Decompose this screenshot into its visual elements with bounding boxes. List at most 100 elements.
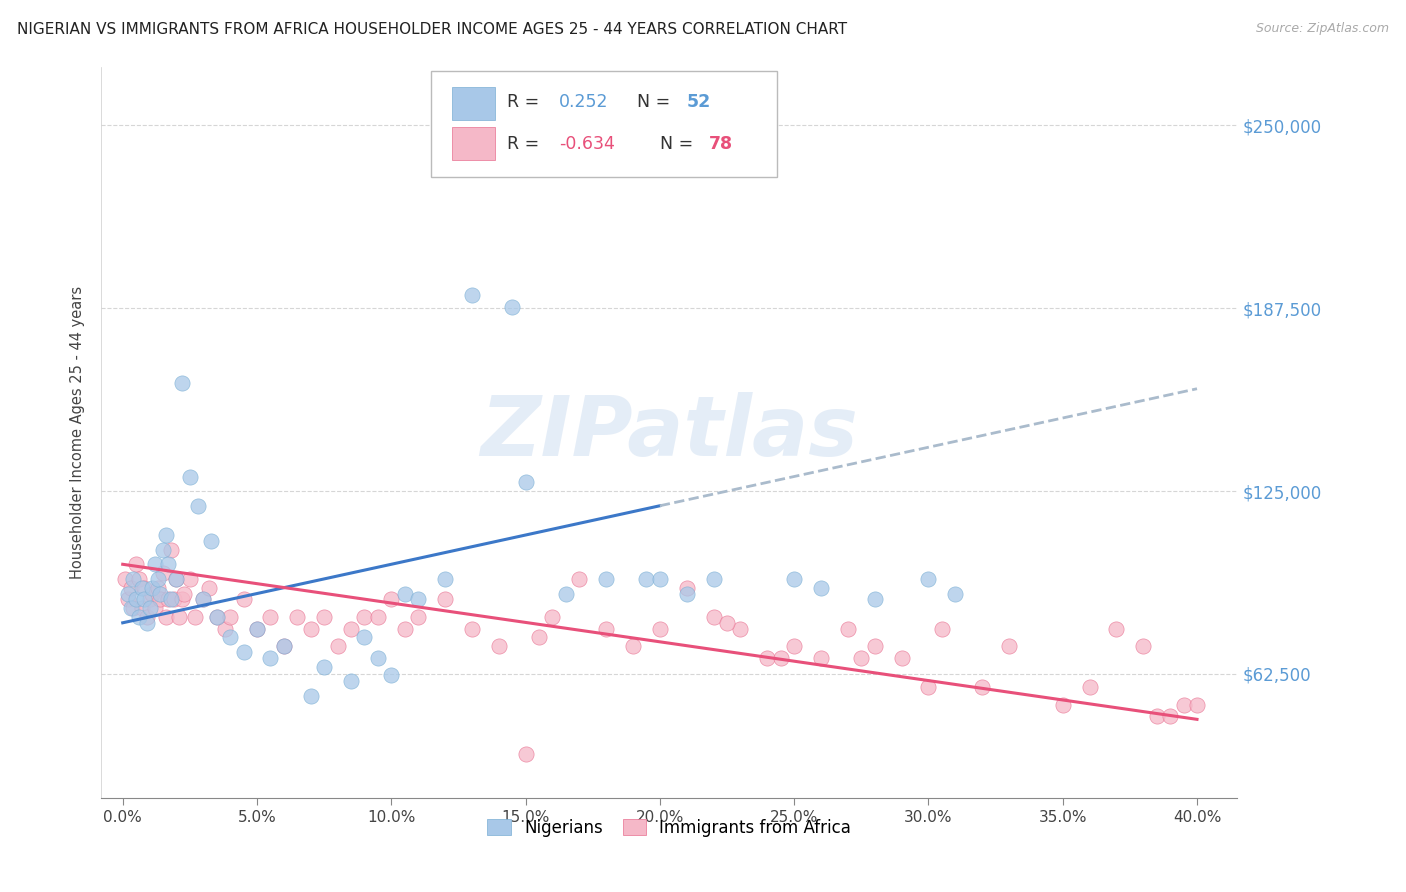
Point <box>675 586 697 600</box>
Point <box>131 581 153 595</box>
Text: 0.252: 0.252 <box>560 93 609 111</box>
Point <box>155 528 177 542</box>
Point <box>340 622 363 636</box>
FancyBboxPatch shape <box>453 127 495 160</box>
Legend: Nigerians, Immigrants from Africa: Nigerians, Immigrants from Africa <box>479 810 859 845</box>
Point <box>1105 622 1128 636</box>
Point <box>837 622 859 636</box>
Point <box>141 586 163 600</box>
FancyBboxPatch shape <box>430 70 778 177</box>
Text: 52: 52 <box>686 93 710 111</box>
Point <box>1078 680 1101 694</box>
Point <box>648 622 671 636</box>
Point <box>730 622 752 636</box>
Point <box>863 639 886 653</box>
Point <box>326 639 349 653</box>
Point <box>595 622 617 636</box>
Point <box>141 581 163 595</box>
Point <box>160 542 183 557</box>
Point <box>554 586 576 600</box>
Point <box>246 622 269 636</box>
Point <box>1052 698 1074 712</box>
Point <box>152 542 174 557</box>
Point <box>527 631 550 645</box>
Point <box>367 651 389 665</box>
Point <box>783 639 806 653</box>
Point <box>394 586 416 600</box>
Point <box>314 659 336 673</box>
Point <box>149 586 172 600</box>
Point <box>117 586 139 600</box>
Point <box>165 572 187 586</box>
Point <box>167 610 190 624</box>
Point <box>353 631 375 645</box>
Point <box>917 680 939 694</box>
Point <box>160 592 183 607</box>
Point <box>146 572 169 586</box>
Point <box>810 581 832 595</box>
Point <box>246 622 269 636</box>
Point <box>193 592 215 607</box>
Y-axis label: Householder Income Ages 25 - 44 years: Householder Income Ages 25 - 44 years <box>70 286 86 579</box>
Point <box>501 300 523 314</box>
Point <box>122 601 145 615</box>
Point <box>931 622 953 636</box>
Point <box>259 610 281 624</box>
Point <box>314 610 336 624</box>
Point <box>163 592 186 607</box>
Point <box>595 572 617 586</box>
Point <box>568 572 591 586</box>
Point <box>117 592 139 607</box>
Point <box>232 592 254 607</box>
Point <box>488 639 510 653</box>
Point <box>187 499 209 513</box>
Text: NIGERIAN VS IMMIGRANTS FROM AFRICA HOUSEHOLDER INCOME AGES 25 - 44 YEARS CORRELA: NIGERIAN VS IMMIGRANTS FROM AFRICA HOUSE… <box>17 22 846 37</box>
Point <box>125 558 148 572</box>
Point <box>122 572 145 586</box>
Point <box>515 475 537 490</box>
Point <box>120 601 142 615</box>
Point <box>943 586 966 600</box>
Text: -0.634: -0.634 <box>560 135 614 153</box>
Point <box>810 651 832 665</box>
Point <box>769 651 792 665</box>
Point <box>380 668 402 682</box>
Point <box>273 639 295 653</box>
Point <box>152 566 174 580</box>
Point <box>756 651 779 665</box>
Point <box>138 592 160 607</box>
Point <box>434 592 457 607</box>
Point <box>998 639 1021 653</box>
Point <box>138 601 160 615</box>
Point <box>219 610 242 624</box>
Point <box>299 622 322 636</box>
Point <box>1173 698 1195 712</box>
Point <box>890 651 912 665</box>
Point <box>135 615 157 630</box>
Point <box>184 610 207 624</box>
Point <box>125 592 148 607</box>
Point <box>406 610 429 624</box>
Point <box>149 592 172 607</box>
Point <box>434 572 457 586</box>
Point <box>205 610 228 624</box>
Point <box>406 592 429 607</box>
Point <box>146 581 169 595</box>
Point <box>703 572 725 586</box>
Point <box>170 376 193 390</box>
Point <box>200 533 222 548</box>
Point <box>259 651 281 665</box>
Point <box>380 592 402 607</box>
Text: 78: 78 <box>709 135 733 153</box>
Point <box>143 601 166 615</box>
Point <box>155 610 177 624</box>
Point <box>716 615 738 630</box>
Point <box>636 572 658 586</box>
Point <box>157 558 180 572</box>
Point <box>353 610 375 624</box>
Point <box>675 581 697 595</box>
Point <box>394 622 416 636</box>
FancyBboxPatch shape <box>453 87 495 120</box>
Point <box>273 639 295 653</box>
Text: Source: ZipAtlas.com: Source: ZipAtlas.com <box>1256 22 1389 36</box>
